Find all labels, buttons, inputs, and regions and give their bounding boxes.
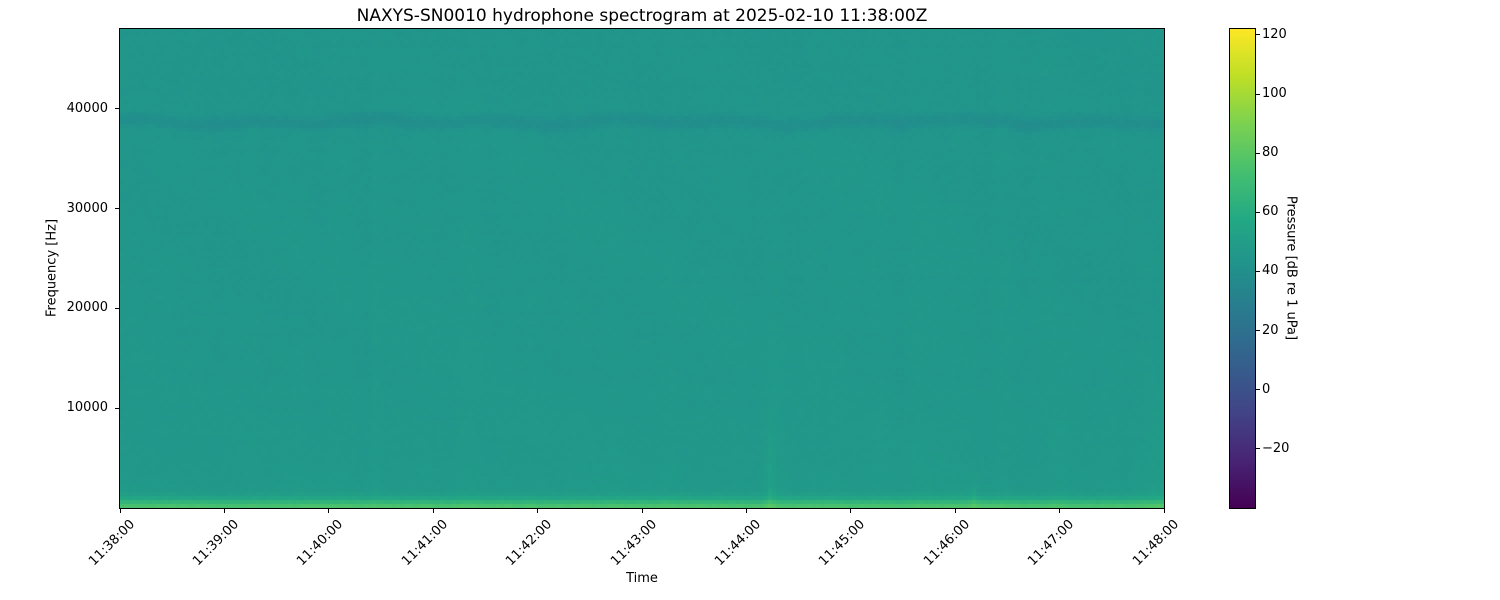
- colorbar-tick-mark: [1256, 93, 1260, 95]
- x-tick-mark: [223, 509, 225, 513]
- colorbar-tick-label: 40: [1262, 263, 1279, 279]
- y-tick-label: 40000: [66, 100, 108, 116]
- colorbar-tick-mark: [1256, 152, 1260, 154]
- colorbar-tick-mark: [1256, 389, 1260, 391]
- y-tick-label: 30000: [66, 200, 108, 216]
- x-tick-mark: [745, 509, 747, 513]
- plot-area: [119, 28, 1165, 509]
- colorbar-gradient: [1230, 29, 1255, 508]
- x-tick-mark: [954, 509, 956, 513]
- spectrogram-heatmap: [120, 29, 1164, 508]
- chart-title: NAXYS-SN0010 hydrophone spectrogram at 2…: [356, 6, 928, 26]
- x-axis-label: Time: [626, 571, 658, 586]
- x-tick-mark: [432, 509, 434, 513]
- x-tick-label: 11:47:00: [1025, 517, 1078, 569]
- colorbar-tick-mark: [1256, 330, 1260, 332]
- x-tick-label: 11:38:00: [85, 517, 138, 569]
- colorbar-tick-label: 100: [1262, 86, 1287, 102]
- x-tick-mark: [119, 509, 121, 513]
- x-tick-label: 11:45:00: [816, 517, 869, 569]
- colorbar-tick-label: 120: [1262, 26, 1287, 42]
- x-tick-label: 11:42:00: [503, 517, 556, 569]
- colorbar-tick-label: 80: [1262, 145, 1279, 161]
- colorbar: [1229, 28, 1256, 509]
- x-tick-mark: [328, 509, 330, 513]
- x-tick-mark: [1163, 509, 1165, 513]
- colorbar-tick-label: 0: [1262, 381, 1271, 397]
- colorbar-label: Pressure [dB re 1 uPa]: [1283, 195, 1299, 341]
- x-tick-mark: [850, 509, 852, 513]
- colorbar-tick-label: 60: [1262, 204, 1279, 220]
- x-tick-label: 11:46:00: [920, 517, 973, 569]
- colorbar-tick-mark: [1256, 270, 1260, 272]
- colorbar-tick-label: −20: [1262, 440, 1290, 456]
- x-tick-label: 11:41:00: [398, 517, 451, 569]
- y-tick-label: 10000: [66, 400, 108, 416]
- colorbar-tick-mark: [1256, 34, 1260, 36]
- x-tick-label: 11:40:00: [294, 517, 347, 569]
- x-tick-label: 11:48:00: [1129, 517, 1182, 569]
- x-tick-mark: [641, 509, 643, 513]
- colorbar-tick-mark: [1256, 211, 1260, 213]
- x-tick-label: 11:43:00: [607, 517, 660, 569]
- y-tick-label: 20000: [66, 300, 108, 316]
- x-tick-mark: [1059, 509, 1061, 513]
- x-tick-mark: [537, 509, 539, 513]
- colorbar-tick-label: 20: [1262, 322, 1279, 338]
- x-tick-label: 11:39:00: [190, 517, 243, 569]
- colorbar-tick-mark: [1256, 448, 1260, 450]
- y-tick-mark: [115, 307, 119, 309]
- y-tick-mark: [115, 108, 119, 110]
- x-tick-label: 11:44:00: [712, 517, 765, 569]
- y-tick-mark: [115, 208, 119, 210]
- y-tick-mark: [115, 407, 119, 409]
